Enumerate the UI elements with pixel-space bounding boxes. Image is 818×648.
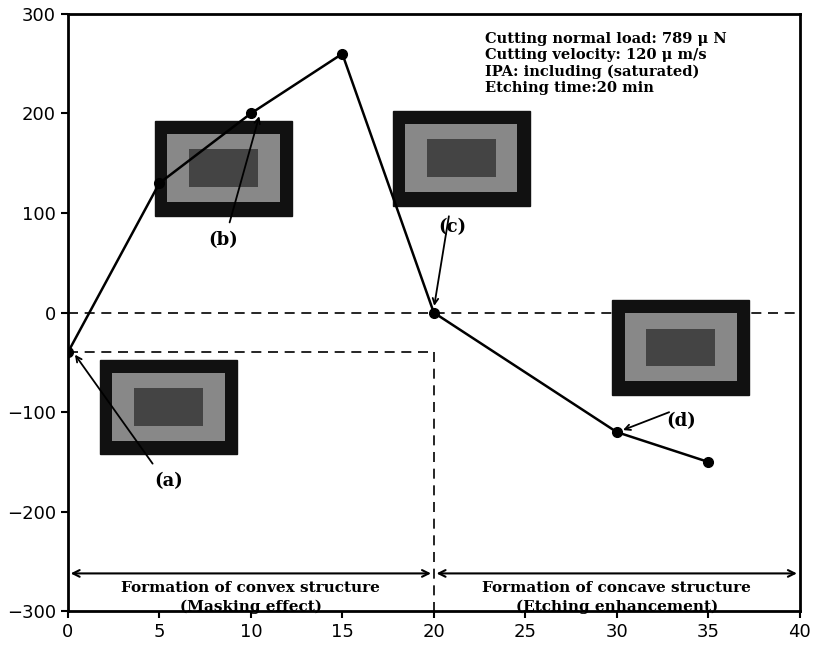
Bar	[405, 124, 518, 192]
Bar	[100, 360, 237, 454]
Bar	[393, 111, 530, 205]
Text: (d): (d)	[666, 412, 695, 430]
Bar	[612, 300, 749, 395]
Text: Formation of concave structure: Formation of concave structure	[483, 581, 751, 596]
Text: (c): (c)	[438, 218, 466, 236]
Bar	[189, 149, 258, 187]
Bar	[427, 139, 496, 177]
Text: (Etching enhancement): (Etching enhancement)	[515, 599, 718, 614]
Bar	[646, 329, 715, 366]
Bar	[624, 314, 737, 382]
Bar	[112, 373, 225, 441]
Text: Cutting normal load: 789 μ N
Cutting velocity: 120 μ m/s
IPA: including (saturat: Cutting normal load: 789 μ N Cutting vel…	[485, 32, 726, 95]
Text: (a): (a)	[154, 472, 183, 490]
Text: (b): (b)	[209, 231, 238, 249]
Bar	[134, 388, 203, 426]
Text: (Masking effect): (Masking effect)	[180, 599, 321, 614]
Bar	[167, 134, 280, 202]
Bar	[155, 121, 292, 216]
Text: Formation of convex structure: Formation of convex structure	[121, 581, 380, 596]
